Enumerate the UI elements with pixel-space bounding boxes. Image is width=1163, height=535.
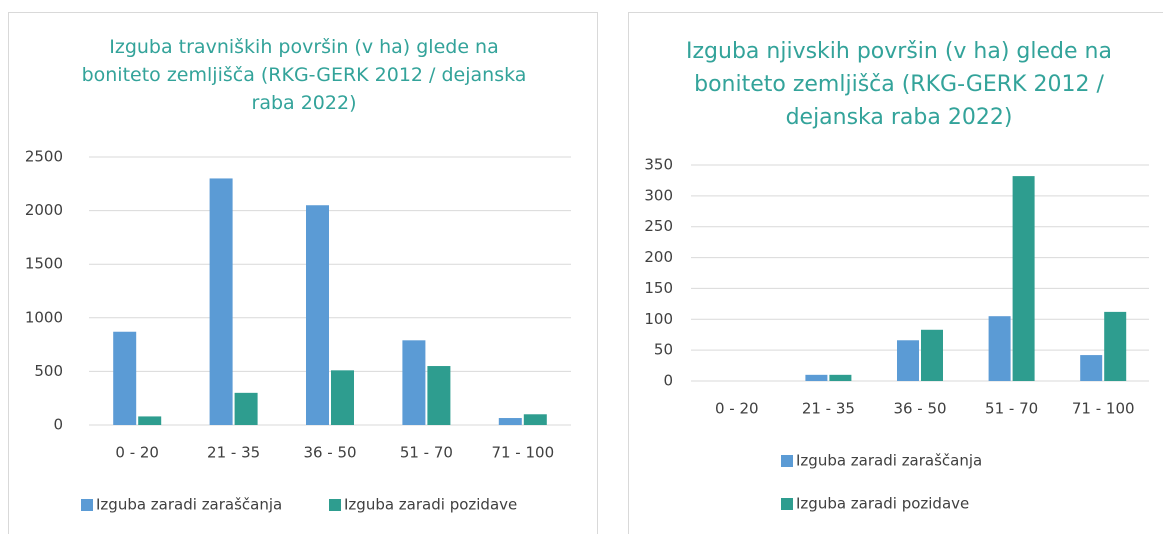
legend-swatch <box>329 499 341 511</box>
bar <box>402 340 426 425</box>
legend-label: Izguba zaradi pozidave <box>796 495 969 513</box>
bar <box>1012 176 1035 381</box>
bar <box>209 178 233 425</box>
y-tick-label: 0 <box>53 416 63 434</box>
bar <box>1104 311 1127 381</box>
legend-label: Izguba zaradi zaraščanja <box>96 496 282 514</box>
chart-title: Izguba travniških površin (v ha) glede n… <box>81 36 527 114</box>
bar <box>113 331 137 425</box>
y-tick-label: 350 <box>644 156 673 174</box>
bar <box>427 366 451 425</box>
y-tick-label: 100 <box>644 310 673 328</box>
bar <box>805 374 828 381</box>
bar <box>1080 355 1103 381</box>
x-tick-label: 71 - 100 <box>491 444 554 462</box>
y-tick-label: 250 <box>644 217 673 235</box>
chart-panel: Izguba njivskih površin (v ha) glede na … <box>628 12 1163 534</box>
legend-label: Izguba zaradi pozidave <box>344 496 517 514</box>
x-tick-label: 36 - 50 <box>303 444 356 462</box>
bar <box>234 392 258 425</box>
legend-swatch <box>81 499 93 511</box>
x-tick-label: 51 - 70 <box>400 444 453 462</box>
bar <box>921 329 943 381</box>
x-tick-label: 0 - 20 <box>715 400 759 418</box>
x-tick-label: 0 - 20 <box>115 444 159 462</box>
bar <box>988 316 1011 381</box>
y-tick-label: 300 <box>644 186 673 204</box>
y-tick-label: 500 <box>34 362 63 380</box>
x-tick-label: 71 - 100 <box>1072 400 1135 418</box>
y-tick-label: 150 <box>644 279 673 297</box>
y-tick-label: 2000 <box>25 201 63 219</box>
legend-swatch <box>781 498 793 510</box>
x-tick-label: 21 - 35 <box>207 444 260 462</box>
y-tick-label: 2500 <box>25 148 63 166</box>
chart-title: Izguba njivskih površin (v ha) glede na … <box>686 39 1112 130</box>
x-tick-label: 51 - 70 <box>985 400 1038 418</box>
y-tick-label: 0 <box>663 372 673 390</box>
y-tick-label: 200 <box>644 248 673 266</box>
bar <box>829 374 852 381</box>
bar <box>498 418 522 425</box>
bar <box>306 205 329 425</box>
x-tick-label: 21 - 35 <box>802 400 855 418</box>
chart: 0 50 100 150 200 250 300 350 0 - 20 21 - 35 36 - 5… <box>644 156 1149 513</box>
y-tick-label: 1500 <box>25 255 63 273</box>
legend-label: Izguba zaradi zaraščanja <box>796 452 982 470</box>
legend-swatch <box>781 455 793 467</box>
bar <box>138 416 162 425</box>
chart: 0 500 1000 1500 2000 2500 0 - 20 21 - 35 36 - 50… <box>25 148 571 514</box>
bar <box>897 340 919 381</box>
x-tick-label: 36 - 50 <box>893 400 946 418</box>
y-tick-label: 1000 <box>25 308 63 326</box>
bar <box>331 370 354 425</box>
chart-panel: Izguba travniških površin (v ha) glede n… <box>8 12 598 534</box>
y-tick-label: 50 <box>654 341 673 359</box>
bar <box>523 414 547 425</box>
